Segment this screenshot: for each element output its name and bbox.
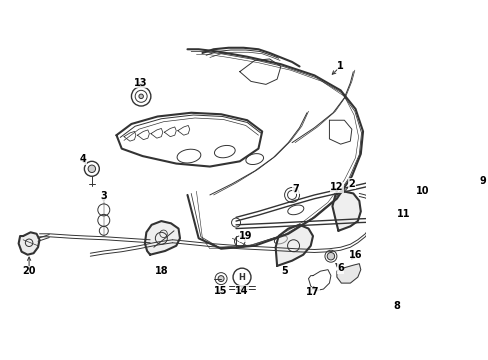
Bar [403, 199, 420, 210]
Text: 10: 10 [415, 186, 428, 196]
Text: 13: 13 [134, 78, 147, 88]
Text: 5: 5 [281, 266, 287, 276]
Text: 12: 12 [329, 183, 343, 193]
Polygon shape [19, 232, 40, 255]
Text: 3: 3 [100, 192, 107, 202]
Polygon shape [144, 221, 180, 255]
Text: 20: 20 [22, 266, 36, 276]
Text: 1: 1 [337, 62, 343, 71]
Text: 2: 2 [348, 179, 354, 189]
Text: 7: 7 [292, 184, 299, 194]
Circle shape [88, 165, 95, 172]
Text: 16: 16 [348, 250, 362, 260]
Circle shape [139, 94, 143, 99]
Text: 6: 6 [337, 263, 343, 273]
Text: 18: 18 [154, 266, 168, 276]
Circle shape [326, 252, 334, 260]
Text: 8: 8 [392, 301, 399, 311]
Polygon shape [336, 264, 360, 283]
Text: 9: 9 [478, 176, 485, 186]
Text: 4: 4 [80, 154, 86, 164]
Circle shape [218, 276, 224, 282]
Text: 14: 14 [235, 285, 248, 296]
Polygon shape [275, 225, 312, 266]
Text: 15: 15 [214, 285, 227, 296]
Text: H: H [238, 273, 245, 282]
Text: 11: 11 [397, 209, 410, 219]
Polygon shape [332, 191, 360, 231]
Text: 19: 19 [239, 231, 252, 241]
Text: 17: 17 [305, 287, 319, 297]
